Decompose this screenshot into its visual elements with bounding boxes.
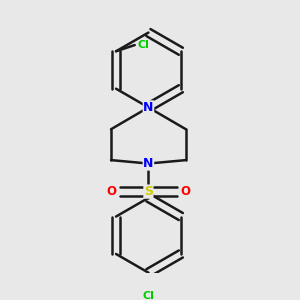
Text: Cl: Cl [142, 291, 154, 300]
Text: O: O [181, 185, 191, 198]
Text: N: N [143, 101, 154, 114]
Text: Cl: Cl [138, 40, 150, 50]
Text: S: S [144, 185, 153, 198]
Text: O: O [106, 185, 116, 198]
Text: N: N [143, 157, 154, 170]
